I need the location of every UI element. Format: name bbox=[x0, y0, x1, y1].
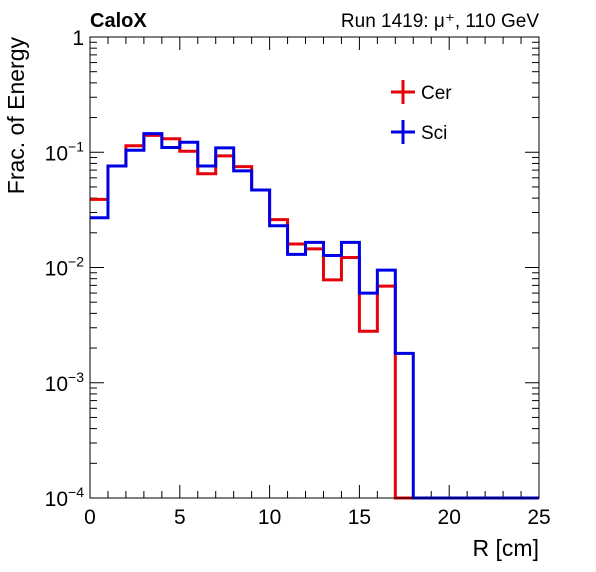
x-tick-labels: 0 5 10 15 20 25 bbox=[84, 506, 551, 529]
plot-series bbox=[90, 132, 539, 500]
legend-item-sci: Sci bbox=[391, 120, 447, 144]
y-tick-label: 10−1 bbox=[45, 138, 85, 165]
plot-frame bbox=[89, 36, 540, 499]
x-axis-title: R [cm] bbox=[473, 535, 539, 561]
series-cer-line bbox=[90, 133, 539, 500]
axis-ticks bbox=[89, 36, 540, 499]
y-tick-label: 10−2 bbox=[45, 254, 85, 281]
x-tick-label: 15 bbox=[348, 506, 371, 529]
y-tick-labels: 1 10−1 10−2 10−3 10−4 bbox=[45, 27, 85, 511]
x-tick-label: 20 bbox=[438, 506, 461, 529]
series-sci-line bbox=[90, 132, 539, 500]
legend-label: Cer bbox=[421, 83, 452, 104]
legend-label: Sci bbox=[421, 123, 447, 144]
y-tick-label: 10−3 bbox=[45, 369, 85, 396]
x-tick-label: 5 bbox=[174, 506, 186, 529]
y-axis-title: Frac. of Energy bbox=[3, 37, 29, 195]
experiment-label: CaloX bbox=[90, 10, 147, 32]
legend-item-cer: Cer bbox=[391, 80, 452, 104]
legend: Cer Sci bbox=[391, 80, 452, 144]
y-tick-label: 10−4 bbox=[45, 484, 85, 511]
x-tick-label: 10 bbox=[258, 506, 281, 529]
x-tick-label: 0 bbox=[84, 506, 96, 529]
run-label: Run 1419: μ⁺, 110 GeV bbox=[341, 11, 539, 32]
x-tick-label: 25 bbox=[527, 506, 550, 529]
y-tick-label: 1 bbox=[72, 27, 84, 50]
